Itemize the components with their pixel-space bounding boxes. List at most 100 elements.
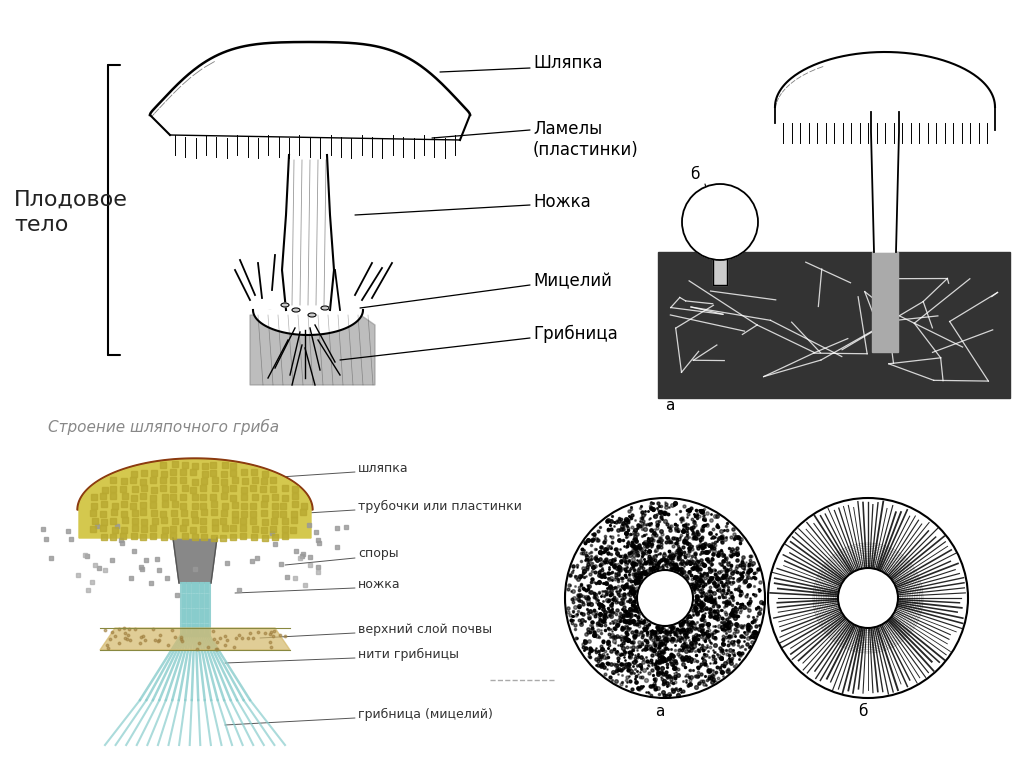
Polygon shape xyxy=(121,478,127,484)
Polygon shape xyxy=(193,479,198,485)
Polygon shape xyxy=(240,518,246,524)
Polygon shape xyxy=(282,495,288,501)
Polygon shape xyxy=(212,525,218,531)
Polygon shape xyxy=(282,485,288,491)
Text: б: б xyxy=(690,167,699,182)
Polygon shape xyxy=(160,485,166,491)
Polygon shape xyxy=(190,487,196,493)
Polygon shape xyxy=(282,155,334,310)
Polygon shape xyxy=(131,471,137,477)
Polygon shape xyxy=(210,470,216,476)
Polygon shape xyxy=(232,517,238,523)
Polygon shape xyxy=(230,470,236,476)
Polygon shape xyxy=(132,510,138,516)
Polygon shape xyxy=(201,534,207,540)
Polygon shape xyxy=(291,511,297,517)
Polygon shape xyxy=(151,487,157,493)
Polygon shape xyxy=(292,493,298,499)
Polygon shape xyxy=(130,477,136,483)
Polygon shape xyxy=(120,533,126,539)
Polygon shape xyxy=(230,534,236,540)
Ellipse shape xyxy=(281,303,289,307)
Polygon shape xyxy=(200,485,206,491)
Polygon shape xyxy=(872,252,898,352)
Polygon shape xyxy=(141,519,147,525)
Polygon shape xyxy=(280,503,286,509)
Polygon shape xyxy=(250,485,256,491)
Polygon shape xyxy=(261,478,267,484)
Polygon shape xyxy=(221,471,227,477)
Polygon shape xyxy=(77,458,313,510)
Polygon shape xyxy=(182,533,188,539)
Polygon shape xyxy=(252,477,258,483)
Polygon shape xyxy=(211,501,217,507)
Polygon shape xyxy=(101,501,106,507)
Text: Ножка: Ножка xyxy=(534,193,591,211)
Polygon shape xyxy=(270,477,276,483)
Text: ножка: ножка xyxy=(358,578,400,591)
Polygon shape xyxy=(150,533,156,539)
Polygon shape xyxy=(112,503,118,509)
Polygon shape xyxy=(101,519,106,525)
Polygon shape xyxy=(300,509,306,515)
Polygon shape xyxy=(160,477,166,483)
Polygon shape xyxy=(170,486,176,492)
Polygon shape xyxy=(250,518,256,524)
Polygon shape xyxy=(162,494,168,500)
Polygon shape xyxy=(211,509,217,515)
Polygon shape xyxy=(241,503,247,509)
Polygon shape xyxy=(100,628,290,650)
Ellipse shape xyxy=(321,306,329,310)
Polygon shape xyxy=(193,503,198,509)
Polygon shape xyxy=(260,486,266,492)
Polygon shape xyxy=(190,527,196,533)
Polygon shape xyxy=(242,478,248,484)
Circle shape xyxy=(565,498,765,698)
Polygon shape xyxy=(102,487,108,493)
Polygon shape xyxy=(170,533,176,539)
Polygon shape xyxy=(182,485,188,491)
Polygon shape xyxy=(261,527,267,533)
Polygon shape xyxy=(92,518,98,524)
Polygon shape xyxy=(230,485,236,491)
Polygon shape xyxy=(180,525,186,531)
Text: споры: споры xyxy=(358,548,398,561)
Polygon shape xyxy=(291,517,297,523)
Polygon shape xyxy=(140,534,146,540)
Polygon shape xyxy=(90,526,96,532)
Polygon shape xyxy=(222,462,228,468)
Polygon shape xyxy=(193,517,198,523)
Polygon shape xyxy=(230,463,236,469)
Polygon shape xyxy=(132,486,138,492)
Polygon shape xyxy=(132,525,138,531)
Polygon shape xyxy=(120,486,126,492)
Polygon shape xyxy=(152,518,158,524)
Polygon shape xyxy=(241,511,247,517)
Polygon shape xyxy=(170,526,176,532)
Polygon shape xyxy=(141,470,147,476)
Polygon shape xyxy=(240,533,246,539)
Polygon shape xyxy=(150,42,470,140)
Polygon shape xyxy=(262,519,268,525)
Polygon shape xyxy=(230,495,236,501)
Polygon shape xyxy=(282,518,288,524)
Polygon shape xyxy=(210,462,216,468)
Polygon shape xyxy=(140,479,146,485)
Polygon shape xyxy=(232,511,238,517)
Polygon shape xyxy=(100,493,106,499)
Polygon shape xyxy=(292,501,298,507)
Polygon shape xyxy=(191,511,197,517)
Polygon shape xyxy=(91,503,97,509)
Polygon shape xyxy=(261,501,267,507)
Polygon shape xyxy=(190,469,196,475)
Polygon shape xyxy=(222,525,228,531)
Polygon shape xyxy=(180,494,186,500)
Circle shape xyxy=(768,498,968,698)
Polygon shape xyxy=(241,469,247,475)
Text: Плодовое
тело: Плодовое тело xyxy=(14,190,128,235)
Polygon shape xyxy=(280,511,286,517)
Polygon shape xyxy=(90,510,96,516)
Polygon shape xyxy=(161,517,167,523)
Polygon shape xyxy=(270,526,276,532)
Polygon shape xyxy=(150,477,156,483)
